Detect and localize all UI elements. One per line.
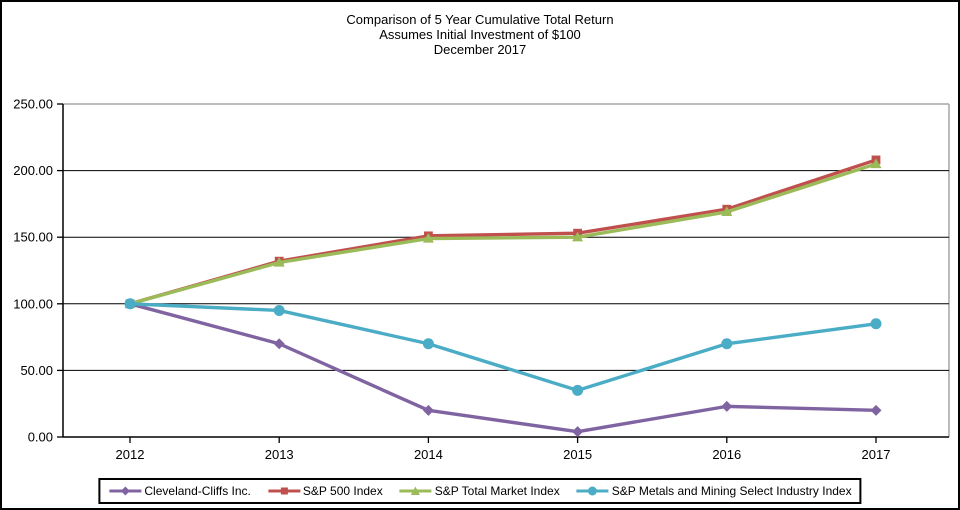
series-line-sandp-total-market-index (128, 162, 878, 306)
series-sandp-total-market-index-marker (721, 206, 733, 217)
x-axis-label: 2017 (862, 447, 891, 462)
x-axis-label: 2012 (116, 447, 145, 462)
chart-date-label: December 2017 (433, 42, 527, 57)
y-axis-label: 250.00 (13, 97, 53, 112)
legend-item-sandp-total-market-index: S&P Total Market Index (399, 484, 560, 498)
x-axis-label: 2013 (265, 447, 294, 462)
series-sandp-total-market-index-marker (422, 233, 434, 243)
chart-title-block: Comparison of 5 Year Cumulative Total Re… (2, 12, 958, 57)
x-axis-label: 2014 (414, 447, 443, 462)
chart-title: Comparison of 5 Year Cumulative Total Re… (346, 12, 614, 27)
y-axis-label: 50.00 (20, 363, 53, 378)
legend-item-sandp-metals-and-mining-select-industry-index: S&P Metals and Mining Select Industry In… (576, 484, 852, 498)
legend-label: S&P Total Market Index (434, 484, 560, 498)
legend-label: Cleveland-Cliffs Inc. (144, 484, 251, 498)
legend-triangle-marker-icon (399, 486, 432, 495)
legend-item-sandp-500-index: S&P 500 Index (267, 484, 383, 498)
series-sandp-metals-and-mining-select-industry-index-marker (273, 304, 285, 316)
series-sandp-total-market-index-marker (870, 158, 882, 169)
series-line-sandp-500-index (128, 158, 878, 306)
legend-square-marker-icon (267, 487, 300, 495)
chart-legend: Cleveland-Cliffs Inc. S&P 500 Index S&P To… (98, 478, 862, 504)
series-cleveland-cliffs-inc-marker (572, 426, 584, 438)
series-sandp-total-market-index-marker (572, 231, 584, 242)
legend-label: S&P 500 Index (302, 484, 383, 498)
legend-item-cleveland-cliffs-inc: Cleveland-Cliffs Inc. (108, 484, 251, 498)
series-line-cleveland-cliffs-inc (128, 302, 878, 434)
series-cleveland-cliffs-inc-marker (273, 338, 285, 350)
series-cleveland-cliffs-inc-marker (422, 404, 434, 416)
series-line-sandp-metals-and-mining-select-industry-index (128, 302, 878, 393)
legend-circle-marker-icon (576, 486, 609, 496)
y-axis-label: 150.00 (13, 230, 53, 245)
series-sandp-metals-and-mining-select-industry-index-marker (124, 298, 136, 310)
y-axis-label: 100.00 (13, 296, 53, 311)
legend-label: S&P Metals and Mining Select Industry In… (611, 484, 852, 498)
series-sandp-metals-and-mining-select-industry-index-marker (572, 384, 584, 396)
y-axis-label: 200.00 (13, 163, 53, 178)
series-sandp-total-market-index-marker (273, 257, 285, 267)
legend-diamond-marker-icon (109, 486, 142, 496)
series-cleveland-cliffs-inc-marker (721, 400, 733, 412)
series-cleveland-cliffs-inc-marker (870, 404, 882, 416)
y-axis-label: 0.00 (28, 430, 53, 445)
series-sandp-metals-and-mining-select-industry-index-marker (422, 338, 434, 350)
series-sandp-metals-and-mining-select-industry-index-marker (721, 338, 733, 350)
x-axis-label: 2015 (563, 447, 592, 462)
series-sandp-metals-and-mining-select-industry-index-marker (870, 318, 882, 330)
chart-subtitle: Assumes Initial Investment of $100 (379, 27, 581, 42)
x-axis-label: 2016 (712, 447, 741, 462)
